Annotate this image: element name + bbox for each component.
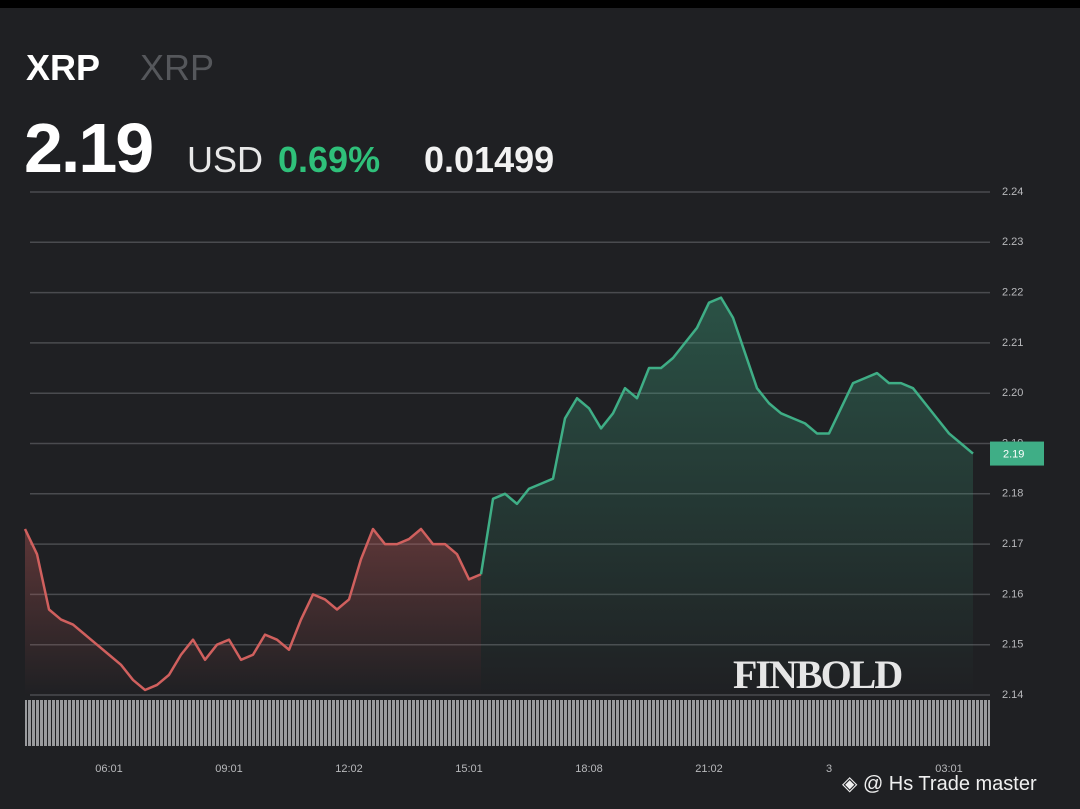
price-tag-bg xyxy=(990,441,1044,466)
area xyxy=(25,529,481,695)
line xyxy=(479,296,974,575)
currency: USD xyxy=(187,139,263,180)
x-tick-label: 06:01 xyxy=(95,763,123,775)
y-tick-label: 2.23 xyxy=(1002,236,1023,248)
line xyxy=(23,527,482,692)
symbol: XRP xyxy=(26,47,100,88)
credit-text: @ Hs Trade master xyxy=(863,773,1037,795)
y-tick-label: 2.14 xyxy=(1002,689,1023,701)
x-tick-label: 12:02 xyxy=(335,763,363,775)
x-tick-label: 18:08 xyxy=(575,763,603,775)
volume-strip xyxy=(25,700,990,746)
y-tick-label: 2.18 xyxy=(1002,488,1023,500)
top-bar xyxy=(0,0,1080,8)
change-percent: 0.69% xyxy=(278,139,380,180)
y-tick-label: 2.16 xyxy=(1002,588,1023,600)
area xyxy=(481,297,973,695)
y-tick-label: 2.22 xyxy=(1002,287,1023,299)
y-tick-label: 2.20 xyxy=(1002,387,1023,399)
price-tag: 2.19 xyxy=(1003,448,1024,460)
y-tick-label: 2.21 xyxy=(1002,337,1023,349)
price: 2.19 xyxy=(24,109,152,187)
brand: FINBOLD xyxy=(733,652,901,697)
x-tick-label: 03:01 xyxy=(935,763,963,775)
y-tick-label: 2.17 xyxy=(1002,538,1023,550)
y-tick-label: 2.24 xyxy=(1002,186,1023,198)
x-tick-label: 09:01 xyxy=(215,763,243,775)
x-tick-label: 3 xyxy=(826,763,832,775)
credit: ◈ @ Hs Trade master xyxy=(842,773,1037,795)
x-tick-label: 21:02 xyxy=(695,763,723,775)
asset-name: XRP xyxy=(140,47,214,88)
change: 0.01499 xyxy=(424,139,554,180)
y-tick-label: 2.15 xyxy=(1002,639,1023,651)
x-tick-label: 15:01 xyxy=(455,763,483,775)
